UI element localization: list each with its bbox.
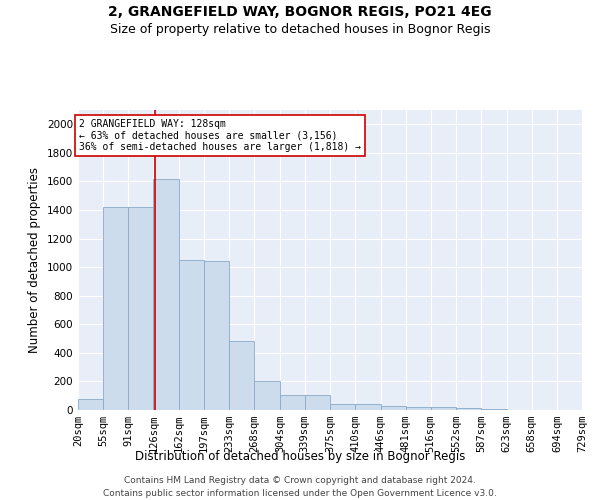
Bar xyxy=(78,398,103,410)
Bar xyxy=(204,262,229,410)
Bar xyxy=(280,395,305,410)
Text: Size of property relative to detached houses in Bognor Regis: Size of property relative to detached ho… xyxy=(110,22,490,36)
Bar xyxy=(128,207,154,410)
Bar xyxy=(331,404,355,410)
Bar xyxy=(154,178,179,410)
Text: Contains HM Land Registry data © Crown copyright and database right 2024.
Contai: Contains HM Land Registry data © Crown c… xyxy=(103,476,497,498)
Text: Distribution of detached houses by size in Bognor Regis: Distribution of detached houses by size … xyxy=(135,450,465,463)
Bar xyxy=(355,404,381,410)
Bar xyxy=(179,260,204,410)
Text: 2, GRANGEFIELD WAY, BOGNOR REGIS, PO21 4EG: 2, GRANGEFIELD WAY, BOGNOR REGIS, PO21 4… xyxy=(108,5,492,19)
Text: 2 GRANGEFIELD WAY: 128sqm
← 63% of detached houses are smaller (3,156)
36% of se: 2 GRANGEFIELD WAY: 128sqm ← 63% of detac… xyxy=(79,119,361,152)
Bar xyxy=(229,342,254,410)
Bar xyxy=(406,407,431,410)
Bar xyxy=(103,207,128,410)
Y-axis label: Number of detached properties: Number of detached properties xyxy=(28,167,41,353)
Bar xyxy=(381,406,406,410)
Bar xyxy=(456,408,481,410)
Bar xyxy=(254,382,280,410)
Bar xyxy=(431,408,456,410)
Bar xyxy=(305,395,331,410)
